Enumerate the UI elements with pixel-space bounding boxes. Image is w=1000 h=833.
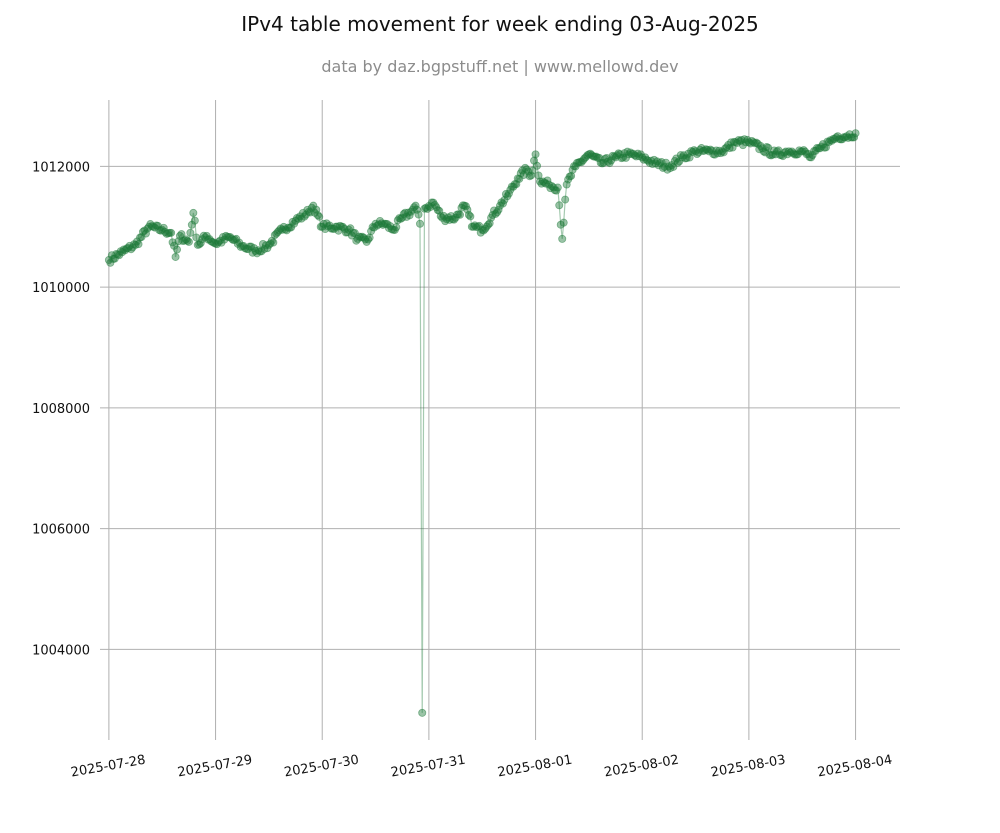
data-point xyxy=(187,220,196,229)
y-tick-label: 1004000 xyxy=(32,643,90,658)
data-point xyxy=(392,223,401,232)
data-point xyxy=(455,210,464,219)
data-point xyxy=(173,245,182,254)
data-point xyxy=(190,216,199,225)
data-point xyxy=(850,133,859,142)
data-point xyxy=(494,205,503,214)
data-point xyxy=(171,252,180,261)
data-point xyxy=(426,203,435,212)
x-tick-label: 2025-07-28 xyxy=(70,753,147,781)
data-point xyxy=(534,171,543,180)
data-point xyxy=(725,144,734,153)
data-point xyxy=(561,195,570,204)
chart-title: IPv4 table movement for week ending 03-A… xyxy=(241,12,759,36)
y-tick-label: 1012000 xyxy=(32,160,90,175)
x-tick-label: 2025-07-30 xyxy=(283,753,360,781)
x-tick-label: 2025-08-03 xyxy=(710,753,787,781)
data-point xyxy=(415,219,424,228)
data-point xyxy=(301,210,310,219)
data-point xyxy=(555,201,564,210)
y-tick-label: 1008000 xyxy=(32,402,90,417)
data-point xyxy=(269,238,278,247)
data-point xyxy=(192,233,201,242)
data-point xyxy=(315,212,324,221)
data-point xyxy=(401,208,410,217)
data-point xyxy=(553,183,562,192)
x-tick-label: 2025-08-04 xyxy=(816,753,893,781)
chart-subtitle: data by daz.bgpstuff.net | www.mellowd.d… xyxy=(321,57,679,76)
data-point xyxy=(531,150,540,159)
x-tick-label: 2025-07-31 xyxy=(390,753,467,781)
data-point xyxy=(851,129,860,138)
x-tick-label: 2025-08-01 xyxy=(496,753,573,781)
data-point xyxy=(466,212,475,221)
data-point xyxy=(567,171,576,180)
x-tick-label: 2025-07-29 xyxy=(176,753,253,781)
data-point xyxy=(141,229,150,238)
data-point xyxy=(558,234,567,243)
data-point xyxy=(365,233,374,242)
data-point xyxy=(186,228,195,237)
data-point xyxy=(559,218,568,227)
x-tick-label: 2025-08-02 xyxy=(603,753,680,781)
data-point xyxy=(134,240,143,249)
data-point xyxy=(167,228,176,237)
data-point xyxy=(414,210,423,219)
data-point xyxy=(418,708,427,717)
y-tick-label: 1006000 xyxy=(32,523,90,538)
data-point xyxy=(184,237,193,246)
data-point xyxy=(189,208,198,217)
y-tick-label: 1010000 xyxy=(32,281,90,296)
data-point xyxy=(682,154,691,163)
data-point xyxy=(533,161,542,170)
series-line xyxy=(108,132,857,713)
